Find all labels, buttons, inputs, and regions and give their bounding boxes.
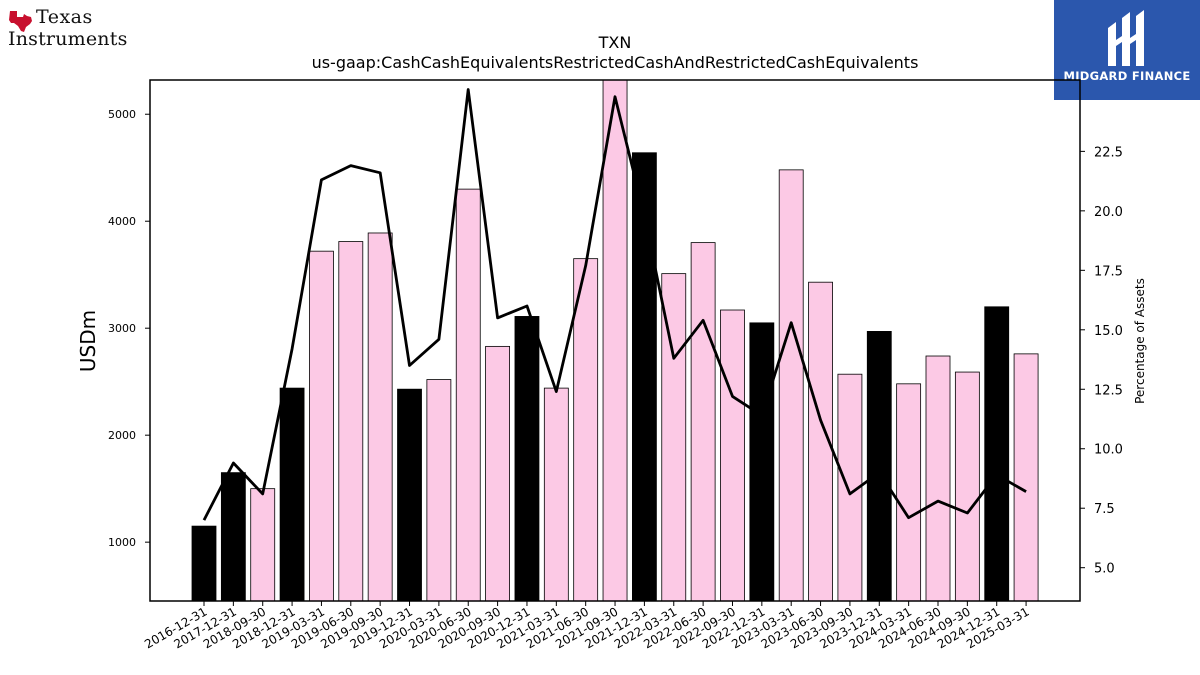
y2-tick-label: 20.0	[1094, 205, 1123, 220]
y2-tick-label: 17.5	[1094, 264, 1123, 279]
bar	[338, 241, 364, 602]
midgard-mark-icon	[1108, 10, 1144, 66]
bar	[602, 79, 628, 602]
bar	[925, 355, 951, 602]
bar	[954, 371, 980, 602]
x-axis: 2016-12-312017-12-312018-09-302018-12-31…	[142, 601, 1032, 651]
y2-axis-label: Percentage of Assets	[1133, 278, 1147, 404]
y2-tick-label: 5.0	[1094, 562, 1115, 577]
y-tick-label: 4000	[108, 215, 136, 228]
y2-tick-label: 7.5	[1094, 502, 1115, 517]
bar	[220, 472, 246, 602]
y-tick-label: 5000	[108, 108, 136, 121]
logo-line2: Instruments	[8, 28, 128, 50]
bar	[661, 273, 687, 602]
bar	[191, 525, 217, 602]
bar	[690, 242, 716, 602]
left-axis: 1000 2000 3000 4000 5000	[108, 108, 150, 549]
bar-series	[191, 79, 1039, 602]
y-tick-label: 2000	[108, 429, 136, 442]
y2-tick-label: 15.0	[1094, 324, 1123, 339]
bar	[250, 488, 276, 602]
bar	[866, 331, 892, 602]
texas-instruments-logo: Texas Instruments	[8, 6, 138, 52]
bar	[573, 258, 599, 602]
bar	[309, 250, 334, 602]
bar	[426, 379, 452, 602]
bar	[397, 388, 422, 602]
midgard-finance-logo: MIDGARD FINANCE	[1054, 0, 1200, 100]
y-tick-label: 1000	[108, 536, 136, 549]
bar	[485, 345, 511, 602]
y2-tick-label: 10.0	[1094, 443, 1123, 458]
bar	[778, 169, 804, 602]
y2-tick-label: 22.5	[1094, 145, 1123, 160]
y2-tick-label: 12.5	[1094, 383, 1123, 398]
bar	[984, 306, 1010, 602]
bar	[455, 188, 481, 602]
texas-state-icon	[9, 11, 32, 32]
bar	[632, 152, 657, 602]
right-axis: 5.0 7.5 10.0 12.5 15.0 17.5 20.0 22.5	[1080, 145, 1123, 577]
logo-line1: Texas	[36, 6, 93, 28]
y-axis-label: USDm	[76, 310, 100, 372]
bar	[279, 387, 305, 602]
chart-subtitle: us-gaap:CashCashEquivalentsRestrictedCas…	[312, 53, 919, 72]
midgard-finance-name: MIDGARD FINANCE	[1063, 69, 1191, 83]
percentage-line	[202, 88, 1027, 521]
chart-title: TXN	[598, 33, 632, 52]
bar	[514, 316, 540, 602]
bar	[720, 309, 745, 602]
y-tick-label: 3000	[108, 322, 136, 335]
line-series	[202, 88, 1027, 521]
bar	[367, 232, 393, 602]
bar	[749, 322, 775, 602]
bar	[543, 387, 569, 602]
bar	[1013, 353, 1039, 602]
bar	[896, 383, 922, 602]
